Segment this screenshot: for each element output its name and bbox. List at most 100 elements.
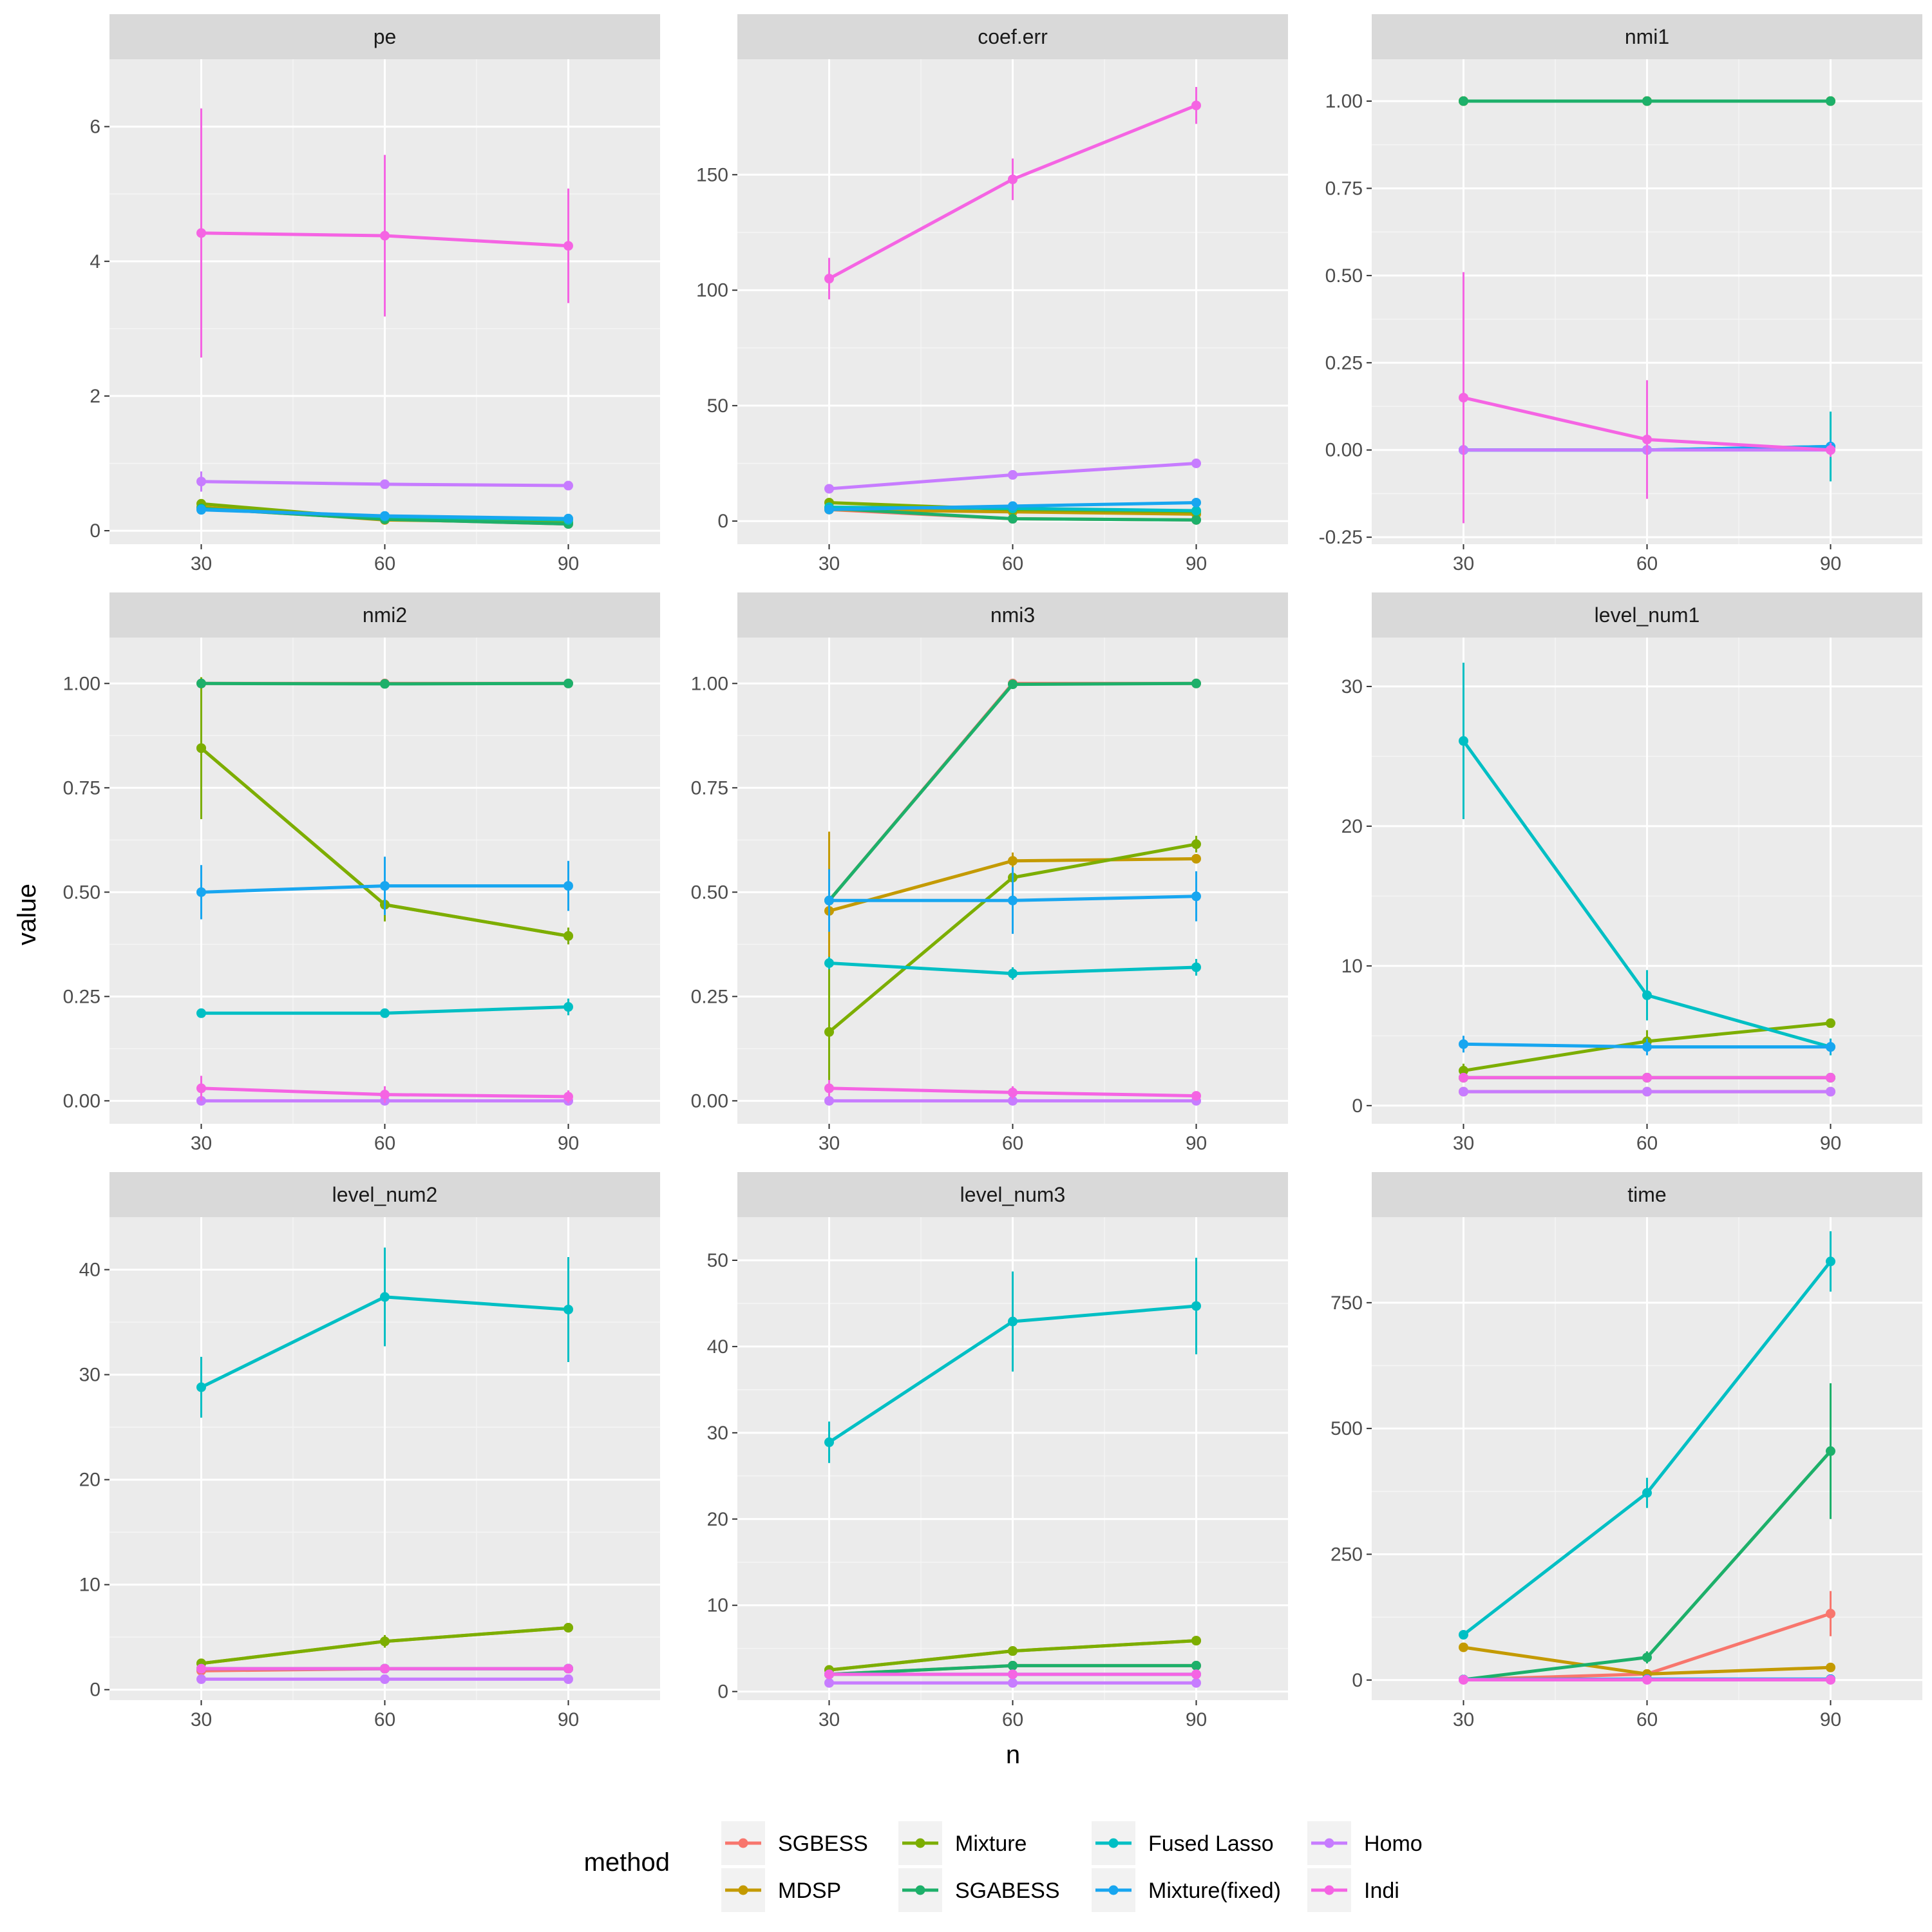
y-tick-label: 0.00 <box>63 1090 100 1112</box>
y-tick-label: 0.50 <box>1325 265 1363 287</box>
data-point <box>196 1674 206 1684</box>
x-tick-label: 60 <box>1002 1133 1023 1154</box>
legend-label: SGABESS <box>955 1879 1060 1903</box>
legend-title: method <box>584 1848 670 1877</box>
data-point <box>1642 1488 1652 1498</box>
data-point <box>564 513 573 524</box>
y-tick-label: 250 <box>1331 1544 1363 1565</box>
data-point <box>1642 990 1652 1000</box>
legend-label: Homo <box>1364 1832 1423 1856</box>
data-point <box>196 1008 206 1018</box>
y-tick-label: 4 <box>90 251 100 272</box>
series-homo <box>196 1674 573 1684</box>
panel-level-num1: level_num1 0 10 20 30 30 60 90 <box>1341 592 1922 1154</box>
data-point <box>196 1083 206 1094</box>
data-point <box>824 504 834 515</box>
data-point <box>1459 1629 1468 1640</box>
data-point <box>1008 1316 1018 1327</box>
data-point <box>1191 891 1201 902</box>
data-point <box>1642 96 1652 106</box>
x-tick-label: 90 <box>1820 553 1841 574</box>
legend: method SGBESS MDSP Mixture SGABESS Fused Las… <box>584 1821 1423 1912</box>
data-point <box>196 1663 206 1674</box>
data-point <box>564 931 573 941</box>
series-indi <box>1459 1072 1835 1083</box>
series-homo <box>196 471 573 492</box>
data-point <box>196 887 206 897</box>
data-point <box>196 678 206 688</box>
legend-key-point <box>915 1885 925 1895</box>
y-tick-label: 10 <box>707 1595 728 1616</box>
x-tick-label: 90 <box>558 553 579 574</box>
series-mixture-fixed <box>1459 1036 1835 1056</box>
panel-nmi3: nmi3 0.00 0.25 0.50 0.75 1.00 30 60 90 <box>691 592 1288 1154</box>
data-point <box>1008 514 1018 524</box>
y-tick-label: 750 <box>1331 1293 1363 1314</box>
data-point <box>824 1095 834 1106</box>
data-point <box>1826 1072 1835 1083</box>
data-point <box>1191 1301 1201 1311</box>
panel-strip <box>737 1172 1288 1217</box>
data-point <box>1459 96 1468 106</box>
data-point <box>1008 174 1018 184</box>
data-point <box>1191 853 1201 864</box>
legend-entry-fused-lasso: Fused Lasso <box>1092 1821 1274 1865</box>
series-indi <box>196 108 573 358</box>
y-tick-label: 0.25 <box>63 986 100 1007</box>
data-point <box>380 1674 390 1684</box>
data-point <box>1191 506 1201 516</box>
data-point <box>380 1663 390 1674</box>
data-point <box>1459 1039 1468 1049</box>
data-point <box>1008 1678 1018 1688</box>
data-point <box>1191 678 1201 688</box>
y-tick-label: 6 <box>90 117 100 138</box>
y-tick-label: 30 <box>707 1423 728 1444</box>
data-point <box>380 881 390 891</box>
data-point <box>196 477 206 487</box>
x-tick-label: 30 <box>191 1709 212 1730</box>
data-point <box>824 958 834 968</box>
data-point <box>564 1092 573 1102</box>
x-tick-label: 30 <box>1453 1709 1474 1730</box>
y-tick-label: -0.25 <box>1319 527 1363 548</box>
data-point <box>824 1678 834 1688</box>
data-point <box>824 484 834 494</box>
data-point <box>1826 1662 1835 1672</box>
data-point <box>1642 1653 1652 1663</box>
series-sgabess <box>1459 96 1835 106</box>
data-point <box>1459 1072 1468 1083</box>
series-fused-lasso <box>196 998 573 1018</box>
legend-key-point <box>915 1838 925 1848</box>
data-point <box>1459 1086 1468 1097</box>
y-tick-label: 0.50 <box>691 882 728 903</box>
legend-entry-mixture: Mixture <box>898 1821 1027 1865</box>
data-point <box>196 743 206 753</box>
data-point <box>1826 1018 1835 1028</box>
series-mixture-fixed <box>824 867 1201 934</box>
data-point <box>1191 1636 1201 1646</box>
y-tick-label: 100 <box>696 280 728 301</box>
data-point <box>380 511 390 521</box>
series-indi <box>824 1079 1201 1101</box>
x-tick-label: 30 <box>1453 553 1474 574</box>
x-tick-label: 30 <box>1453 1133 1474 1154</box>
y-tick-label: 40 <box>707 1336 728 1358</box>
data-point <box>1008 1669 1018 1680</box>
data-point <box>1642 434 1652 444</box>
y-tick-label: 50 <box>707 1250 728 1271</box>
data-point <box>1191 839 1201 849</box>
y-tick-label: 0 <box>717 511 728 532</box>
series-fused-lasso <box>824 956 1201 980</box>
series-indi <box>196 1663 573 1674</box>
y-tick-label: 0.00 <box>691 1090 728 1112</box>
y-tick-label: 0.75 <box>63 777 100 799</box>
series-mdsp <box>1459 1642 1835 1679</box>
data-point <box>380 1636 390 1647</box>
data-point <box>1191 497 1201 507</box>
y-tick-label: 0 <box>1352 1670 1363 1691</box>
data-point <box>380 679 390 689</box>
panel-title: level_num3 <box>960 1183 1066 1206</box>
y-tick-label: 10 <box>1341 956 1363 977</box>
y-tick-label: 0 <box>717 1681 728 1703</box>
